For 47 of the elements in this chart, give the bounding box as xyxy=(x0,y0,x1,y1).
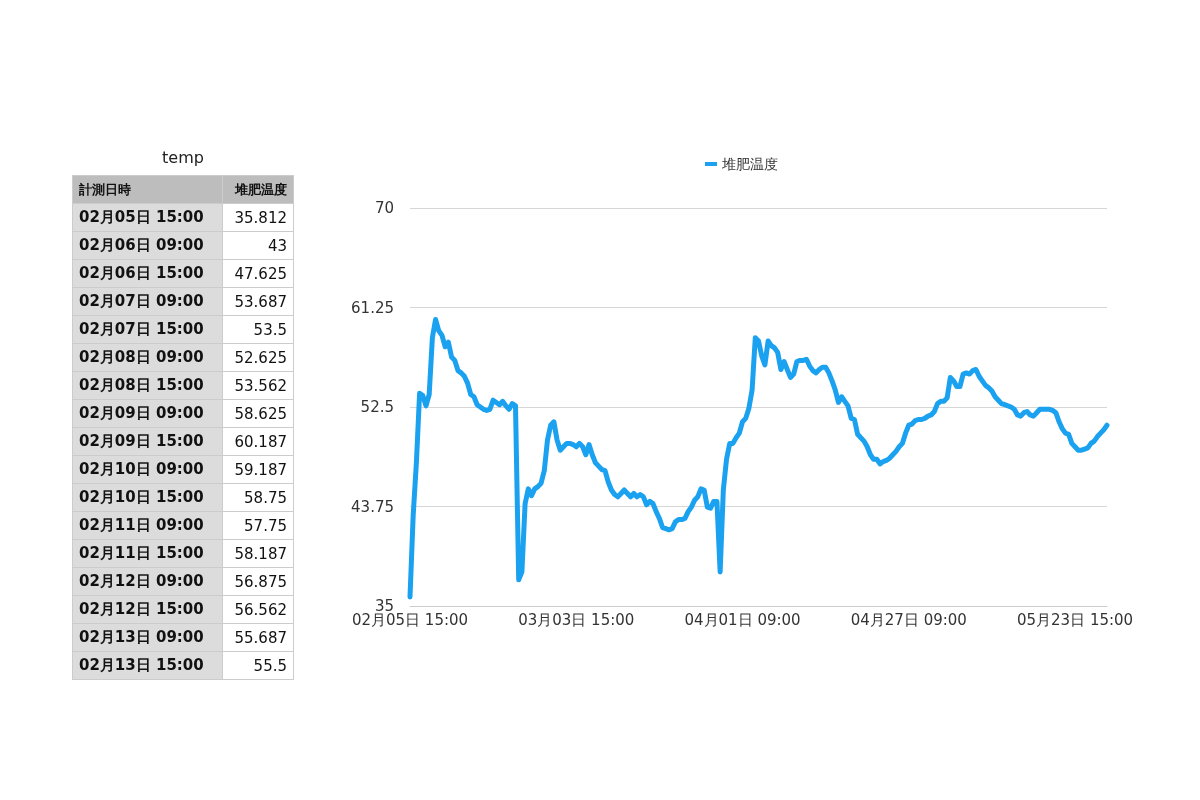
x-tick-label: 02月05日 15:00 xyxy=(351,610,469,629)
category-label: 02月08日 15:00 xyxy=(72,371,223,400)
category-label: 02月07日 09:00 xyxy=(72,287,223,316)
text: 堆肥温度 xyxy=(222,175,294,204)
data-label: 43 xyxy=(222,231,294,260)
data-label: 58.187 xyxy=(222,539,294,568)
data-label: 53.5 xyxy=(222,315,294,344)
category-label: 02月11日 09:00 xyxy=(72,511,223,540)
category-label: 02月10日 09:00 xyxy=(72,455,223,484)
y-tick-label: 52.5 xyxy=(360,398,394,416)
category-label: 02月12日 15:00 xyxy=(72,595,223,624)
category-label: 02月06日 09:00 xyxy=(72,231,223,260)
data-label: 57.75 xyxy=(222,511,294,540)
data-label: 56.562 xyxy=(222,595,294,624)
category-label: 02月06日 15:00 xyxy=(72,259,223,288)
category-label: 02月08日 09:00 xyxy=(72,343,223,372)
data-label: 59.187 xyxy=(222,455,294,484)
category-label: 02月12日 09:00 xyxy=(72,567,223,596)
x-tick-label: 03月03日 15:00 xyxy=(518,610,635,629)
y-tick-label: 61.25 xyxy=(351,298,394,317)
y-tick-label: 43.75 xyxy=(351,497,394,516)
data-label: 55.687 xyxy=(222,623,294,652)
data-label: 53.687 xyxy=(222,287,294,316)
data-label: 60.187 xyxy=(222,427,294,456)
category-label: 02月05日 15:00 xyxy=(72,203,223,232)
data-label: 53.562 xyxy=(222,371,294,400)
category-label: 02月10日 15:00 xyxy=(72,483,223,512)
legend-label: 堆肥温度 xyxy=(721,156,778,172)
data-label: 47.625 xyxy=(222,259,294,288)
category-label: 02月09日 15:00 xyxy=(72,427,223,456)
text: temp xyxy=(161,148,205,167)
data-label: 52.625 xyxy=(222,343,294,372)
data-label: 58.75 xyxy=(222,483,294,512)
category-label: 02月09日 09:00 xyxy=(72,399,223,428)
category-label: 02月13日 09:00 xyxy=(72,623,223,652)
category-label: 02月13日 15:00 xyxy=(72,651,223,680)
x-tick-label: 05月23日 15:00 xyxy=(1016,610,1134,629)
category-label: 02月07日 15:00 xyxy=(72,315,223,344)
x-tick-label: 04月01日 09:00 xyxy=(684,610,801,629)
data-label: 56.875 xyxy=(222,567,294,596)
data-label: 55.5 xyxy=(222,651,294,680)
x-tick-label: 04月27日 09:00 xyxy=(850,610,967,629)
data-label: 35.812 xyxy=(222,203,294,232)
category-label: 02月11日 15:00 xyxy=(72,539,223,568)
y-tick-label: 70 xyxy=(374,199,394,217)
data-label: 58.625 xyxy=(222,399,294,428)
text: 計測日時 xyxy=(72,175,223,204)
